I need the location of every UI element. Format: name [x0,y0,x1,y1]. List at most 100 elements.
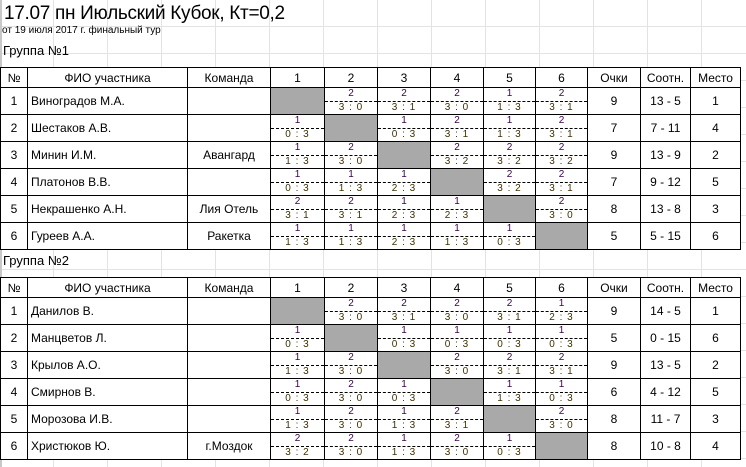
participant-name[interactable]: Виноградов М.А. [27,87,188,115]
participant-ratio[interactable]: 10 - 8 [640,432,691,460]
participant-ratio[interactable]: 0 - 15 [640,324,691,352]
participant-points[interactable]: 7 [587,168,641,196]
participant-ratio[interactable]: 4 - 12 [640,378,691,406]
participant-ratio[interactable]: 7 - 11 [640,114,691,142]
participant-num[interactable]: 6 [0,222,28,250]
participant-ratio[interactable]: 9 - 12 [640,168,691,196]
participant-team[interactable] [187,351,271,379]
participant-ratio[interactable]: 5 - 15 [640,222,691,250]
participant-ratio[interactable]: 13 - 9 [640,141,691,169]
participant-name[interactable]: Гуреев А.А. [27,222,188,250]
participant-num[interactable]: 5 [0,195,28,223]
participant-num[interactable]: 4 [0,168,28,196]
participant-team[interactable] [187,297,271,325]
participant-place[interactable]: 6 [690,222,741,250]
participant-num[interactable]: 4 [0,378,28,406]
participant-team[interactable]: г.Моздок [187,432,271,460]
participant-place[interactable]: 6 [690,324,741,352]
participant-name[interactable]: Шестаков А.В. [27,114,188,142]
participant-place[interactable]: 1 [690,87,741,115]
participant-name[interactable]: Манцветов Л. [27,324,188,352]
participant-team[interactable]: Лия Отель [187,195,271,223]
participant-name[interactable]: Данилов В. [27,297,188,325]
participant-ratio[interactable]: 14 - 5 [640,297,691,325]
participant-name[interactable]: Морозова И.В. [27,405,188,433]
participant-num[interactable]: 1 [0,87,28,115]
participant-place[interactable]: 2 [690,351,741,379]
participant-num[interactable]: 2 [0,114,28,142]
participant-num[interactable]: 3 [0,351,28,379]
participant-team[interactable] [187,114,271,142]
participant-points[interactable]: 5 [587,324,641,352]
participant-points[interactable]: 7 [587,114,641,142]
participant-name[interactable]: Смирнов В. [27,378,188,406]
participant-points[interactable]: 8 [587,405,641,433]
participant-team[interactable]: Авангард [187,141,271,169]
participant-points[interactable]: 5 [587,222,641,250]
participant-team[interactable]: Ракетка [187,222,271,250]
participant-num[interactable]: 2 [0,324,28,352]
participant-place[interactable]: 2 [690,141,741,169]
participant-name[interactable]: Минин И.М. [27,141,188,169]
participant-points[interactable]: 8 [587,195,641,223]
participant-name[interactable]: Крылов А.О. [27,351,188,379]
participant-ratio[interactable]: 13 - 5 [640,87,691,115]
participant-points[interactable]: 9 [587,297,641,325]
participant-name[interactable]: Платонов В.В. [27,168,188,196]
participant-num[interactable]: 3 [0,141,28,169]
participant-team[interactable] [187,378,271,406]
participant-place[interactable]: 3 [690,405,741,433]
participant-points[interactable]: 6 [587,378,641,406]
participant-name[interactable]: Некрашенко А.Н. [27,195,188,223]
participant-place[interactable]: 3 [690,195,741,223]
participant-num[interactable]: 6 [0,432,28,460]
participant-ratio[interactable]: 11 - 7 [640,405,691,433]
participant-points[interactable]: 9 [587,87,641,115]
participant-place[interactable]: 4 [690,432,741,460]
participant-team[interactable] [187,87,271,115]
participant-points[interactable]: 9 [587,141,641,169]
participant-points[interactable]: 9 [587,351,641,379]
participant-name[interactable]: Христюков Ю. [27,432,188,460]
